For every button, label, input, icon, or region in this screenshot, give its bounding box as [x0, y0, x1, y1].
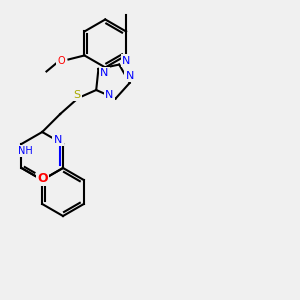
Text: S: S: [74, 90, 81, 100]
Text: N: N: [100, 68, 109, 78]
Text: N: N: [54, 135, 62, 145]
Text: O: O: [37, 172, 48, 184]
Text: NH: NH: [18, 146, 33, 156]
Text: O: O: [58, 56, 65, 67]
Text: N: N: [125, 71, 134, 81]
Text: N: N: [105, 90, 114, 100]
Text: N: N: [122, 56, 130, 66]
